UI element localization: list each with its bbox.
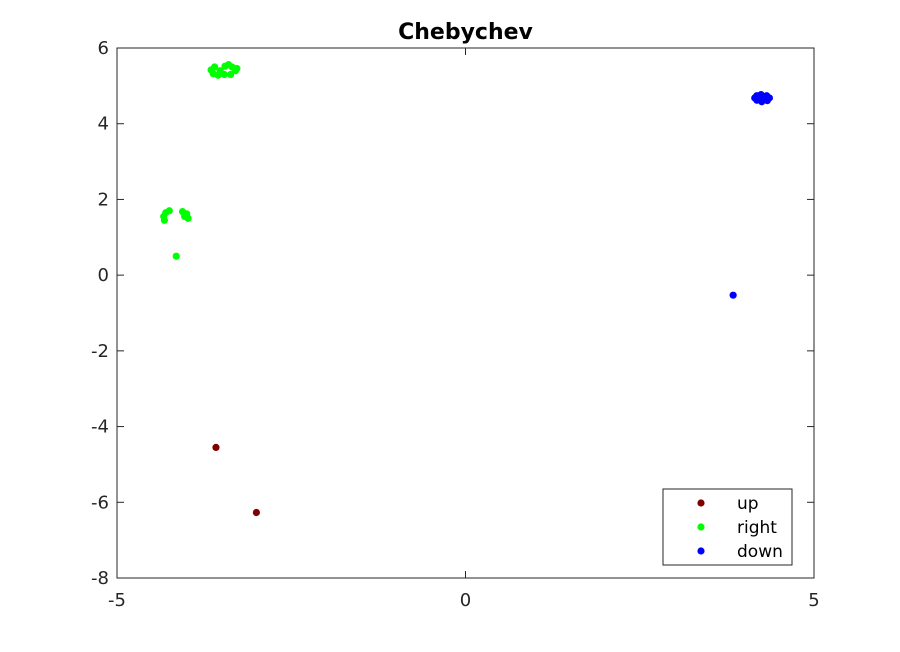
- series-up: [212, 443, 260, 517]
- data-point: [252, 508, 260, 517]
- data-point: [220, 70, 228, 79]
- data-point: [729, 291, 737, 299]
- data-point: [172, 252, 180, 260]
- x-tick-label: 5: [808, 590, 819, 611]
- y-tick-label: -4: [91, 417, 109, 438]
- data-point: [210, 63, 219, 71]
- data-point: [753, 96, 761, 104]
- data-point: [224, 61, 233, 69]
- legend-label: down: [737, 542, 783, 562]
- legend-label: up: [737, 494, 759, 514]
- data-point: [214, 71, 222, 79]
- data-point: [212, 443, 220, 451]
- data-point: [233, 64, 241, 73]
- y-tick-label: -8: [91, 568, 109, 589]
- x-tick-label: 0: [460, 590, 471, 611]
- y-tick-label: 2: [98, 189, 109, 210]
- y-tick-label: 6: [98, 38, 109, 59]
- chart-title: Chebychev: [398, 20, 533, 45]
- y-tick-label: -2: [91, 341, 109, 362]
- legend-marker: [697, 523, 705, 531]
- legend-marker: [697, 547, 705, 555]
- data-point: [759, 93, 767, 102]
- axes: -5 0 5 -8 -6 -4 -2 0 2 4 6: [91, 38, 820, 611]
- legend: up right down: [662, 488, 793, 566]
- y-tick-label: -6: [91, 492, 109, 513]
- series-down: [729, 90, 773, 299]
- data-point: [183, 210, 191, 218]
- legend-box: [662, 488, 793, 566]
- data-point: [160, 216, 168, 224]
- series-right: [160, 61, 241, 260]
- y-tick-label: 0: [98, 265, 109, 286]
- data-points: [160, 61, 773, 517]
- y-tick-label: 4: [98, 114, 109, 135]
- data-point: [165, 207, 173, 215]
- legend-marker: [697, 499, 705, 507]
- legend-label: right: [737, 518, 777, 538]
- x-tick-label: -5: [108, 590, 126, 611]
- data-point: [227, 70, 235, 79]
